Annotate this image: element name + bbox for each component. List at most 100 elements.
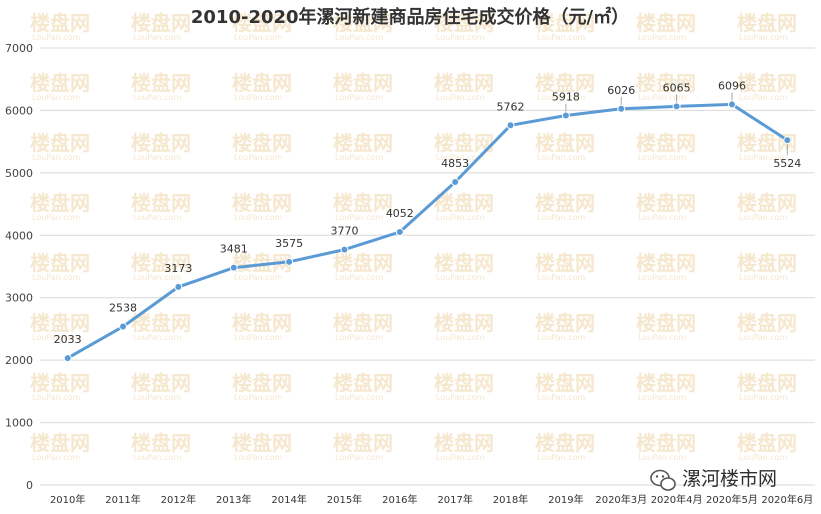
y-axis: 0 1000 2000 3000 4000 5000 6000 7000: [5, 42, 33, 492]
data-label: 6065: [663, 81, 691, 94]
watermark-subtext: LouPan.com: [32, 333, 81, 342]
data-label: 4052: [386, 207, 414, 220]
watermark-subtext: LouPan.com: [234, 333, 283, 342]
watermark-subtext: LouPan.com: [133, 153, 182, 162]
data-point: [451, 178, 460, 187]
watermark-subtext: LouPan.com: [32, 453, 81, 462]
watermark-text: 楼盘网: [737, 11, 797, 35]
watermark-subtext: LouPan.com: [739, 393, 788, 402]
watermark-subtext: LouPan.com: [234, 213, 283, 222]
watermark-text: 楼盘网: [131, 131, 191, 155]
brand-text: 漯河楼市网: [682, 468, 777, 490]
watermark-text: 楼盘网: [131, 371, 191, 395]
watermark-subtext: LouPan.com: [335, 333, 384, 342]
watermark-text: 楼盘网: [131, 71, 191, 95]
y-tick-label: 6000: [5, 104, 33, 117]
watermark-text: 楼盘网: [30, 251, 90, 275]
watermark-subtext: LouPan.com: [133, 213, 182, 222]
data-point: [285, 257, 294, 266]
watermark-text: 楼盘网: [535, 11, 595, 35]
data-label: 3575: [275, 237, 303, 250]
data-label: 6026: [607, 84, 635, 97]
data-label: 3173: [164, 262, 192, 275]
gridlines: [40, 47, 815, 486]
watermark-subtext: LouPan.com: [32, 33, 81, 42]
data-label: 3770: [330, 225, 358, 238]
x-tick-label: 2012年: [161, 493, 196, 506]
data-point: [617, 104, 626, 113]
watermark-text: 楼盘网: [333, 71, 393, 95]
watermark-text: 楼盘网: [30, 71, 90, 95]
watermark-subtext: LouPan.com: [739, 273, 788, 282]
watermark-layer: 楼盘网LouPan.com楼盘网LouPan.com楼盘网LouPan.com楼…: [30, 11, 797, 462]
watermark-text: 楼盘网: [232, 191, 292, 215]
watermark-text: 楼盘网: [636, 71, 696, 95]
watermark-subtext: LouPan.com: [335, 213, 384, 222]
watermark-subtext: LouPan.com: [32, 93, 81, 102]
watermark-text: 楼盘网: [737, 311, 797, 335]
watermark-text: 楼盘网: [737, 71, 797, 95]
data-label: 5762: [497, 100, 525, 113]
watermark-text: 楼盘网: [636, 11, 696, 35]
data-point: [506, 121, 515, 130]
watermark-subtext: LouPan.com: [537, 273, 586, 282]
data-label: 5524: [773, 157, 801, 170]
watermark-subtext: LouPan.com: [739, 153, 788, 162]
data-label: 2538: [109, 302, 137, 315]
watermark-text: 楼盘网: [30, 311, 90, 335]
x-tick-label: 2017年: [437, 493, 472, 506]
watermark-subtext: LouPan.com: [638, 453, 687, 462]
data-label: 6096: [718, 79, 746, 92]
x-axis: 2010年 2011年 2012年 2013年 2014年 2015年 2016年 2017年…: [50, 493, 813, 506]
y-tick-label: 7000: [5, 42, 33, 55]
data-point: [561, 111, 570, 120]
data-point: [174, 282, 183, 291]
watermark-subtext: LouPan.com: [739, 333, 788, 342]
watermark-text: 楼盘网: [636, 311, 696, 335]
watermark-text: 楼盘网: [333, 311, 393, 335]
watermark-subtext: LouPan.com: [234, 273, 283, 282]
watermark-subtext: LouPan.com: [335, 93, 384, 102]
watermark-subtext: LouPan.com: [537, 213, 586, 222]
x-tick-label: 2013年: [216, 493, 251, 506]
watermark-text: 楼盘网: [333, 131, 393, 155]
watermark-subtext: LouPan.com: [638, 93, 687, 102]
watermark-subtext: LouPan.com: [537, 93, 586, 102]
watermark-text: 楼盘网: [535, 311, 595, 335]
x-tick-label: 2011年: [105, 493, 140, 506]
watermark-text: 楼盘网: [232, 371, 292, 395]
data-point: [783, 136, 792, 145]
data-points: [63, 100, 792, 363]
watermark-subtext: LouPan.com: [739, 93, 788, 102]
y-tick-label: 0: [26, 479, 33, 492]
watermark-subtext: LouPan.com: [537, 33, 586, 42]
watermark-text: 楼盘网: [737, 371, 797, 395]
watermark-text: 楼盘网: [434, 371, 494, 395]
watermark-text: 楼盘网: [535, 191, 595, 215]
watermark-subtext: LouPan.com: [335, 153, 384, 162]
data-label: 2033: [54, 333, 82, 346]
data-point: [63, 354, 72, 363]
brand-mark: 漯河楼市网: [650, 468, 777, 491]
watermark-text: 楼盘网: [30, 131, 90, 155]
watermark-subtext: LouPan.com: [335, 393, 384, 402]
watermark-text: 楼盘网: [333, 11, 393, 35]
watermark-subtext: LouPan.com: [436, 453, 485, 462]
watermark-text: 楼盘网: [535, 71, 595, 95]
watermark-text: 楼盘网: [434, 431, 494, 455]
y-tick-label: 5000: [5, 167, 33, 180]
watermark-subtext: LouPan.com: [436, 273, 485, 282]
watermark-text: 楼盘网: [333, 191, 393, 215]
watermark-text: 楼盘网: [434, 191, 494, 215]
watermark-subtext: LouPan.com: [638, 33, 687, 42]
watermark-text: 楼盘网: [333, 431, 393, 455]
watermark-subtext: LouPan.com: [436, 213, 485, 222]
watermark-text: 楼盘网: [636, 251, 696, 275]
series-line-path: [66, 102, 789, 360]
watermark-text: 楼盘网: [30, 431, 90, 455]
watermark-subtext: LouPan.com: [739, 453, 788, 462]
watermark-text: 楼盘网: [434, 71, 494, 95]
watermark-text: 楼盘网: [434, 311, 494, 335]
watermark-subtext: LouPan.com: [739, 33, 788, 42]
